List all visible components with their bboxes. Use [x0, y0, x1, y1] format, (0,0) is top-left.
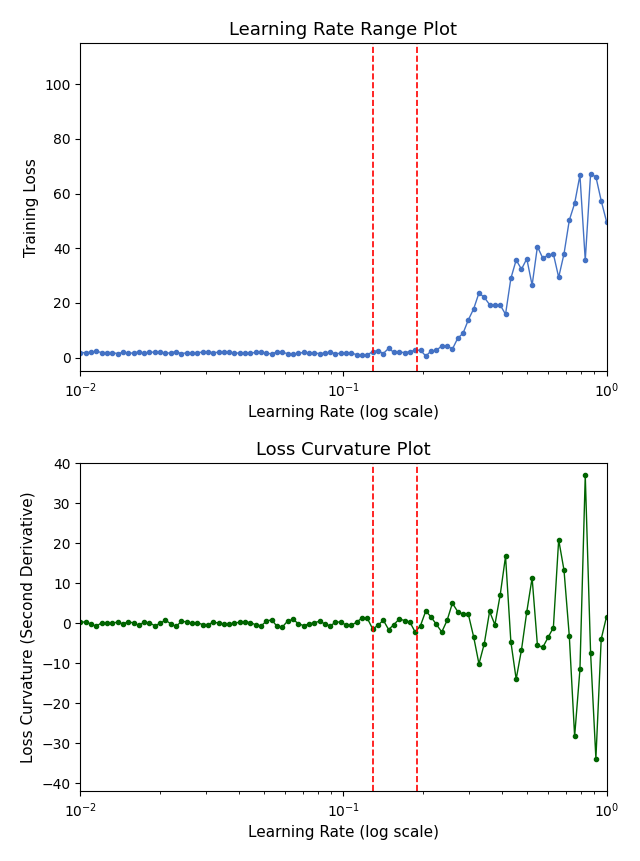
Title: Loss Curvature Plot: Loss Curvature Plot — [256, 441, 431, 459]
Y-axis label: Training Loss: Training Loss — [24, 158, 38, 257]
Title: Learning Rate Range Plot: Learning Rate Range Plot — [230, 21, 458, 39]
X-axis label: Learning Rate (log scale): Learning Rate (log scale) — [248, 405, 439, 420]
Y-axis label: Loss Curvature (Second Derivative): Loss Curvature (Second Derivative) — [21, 492, 36, 763]
X-axis label: Learning Rate (log scale): Learning Rate (log scale) — [248, 825, 439, 840]
